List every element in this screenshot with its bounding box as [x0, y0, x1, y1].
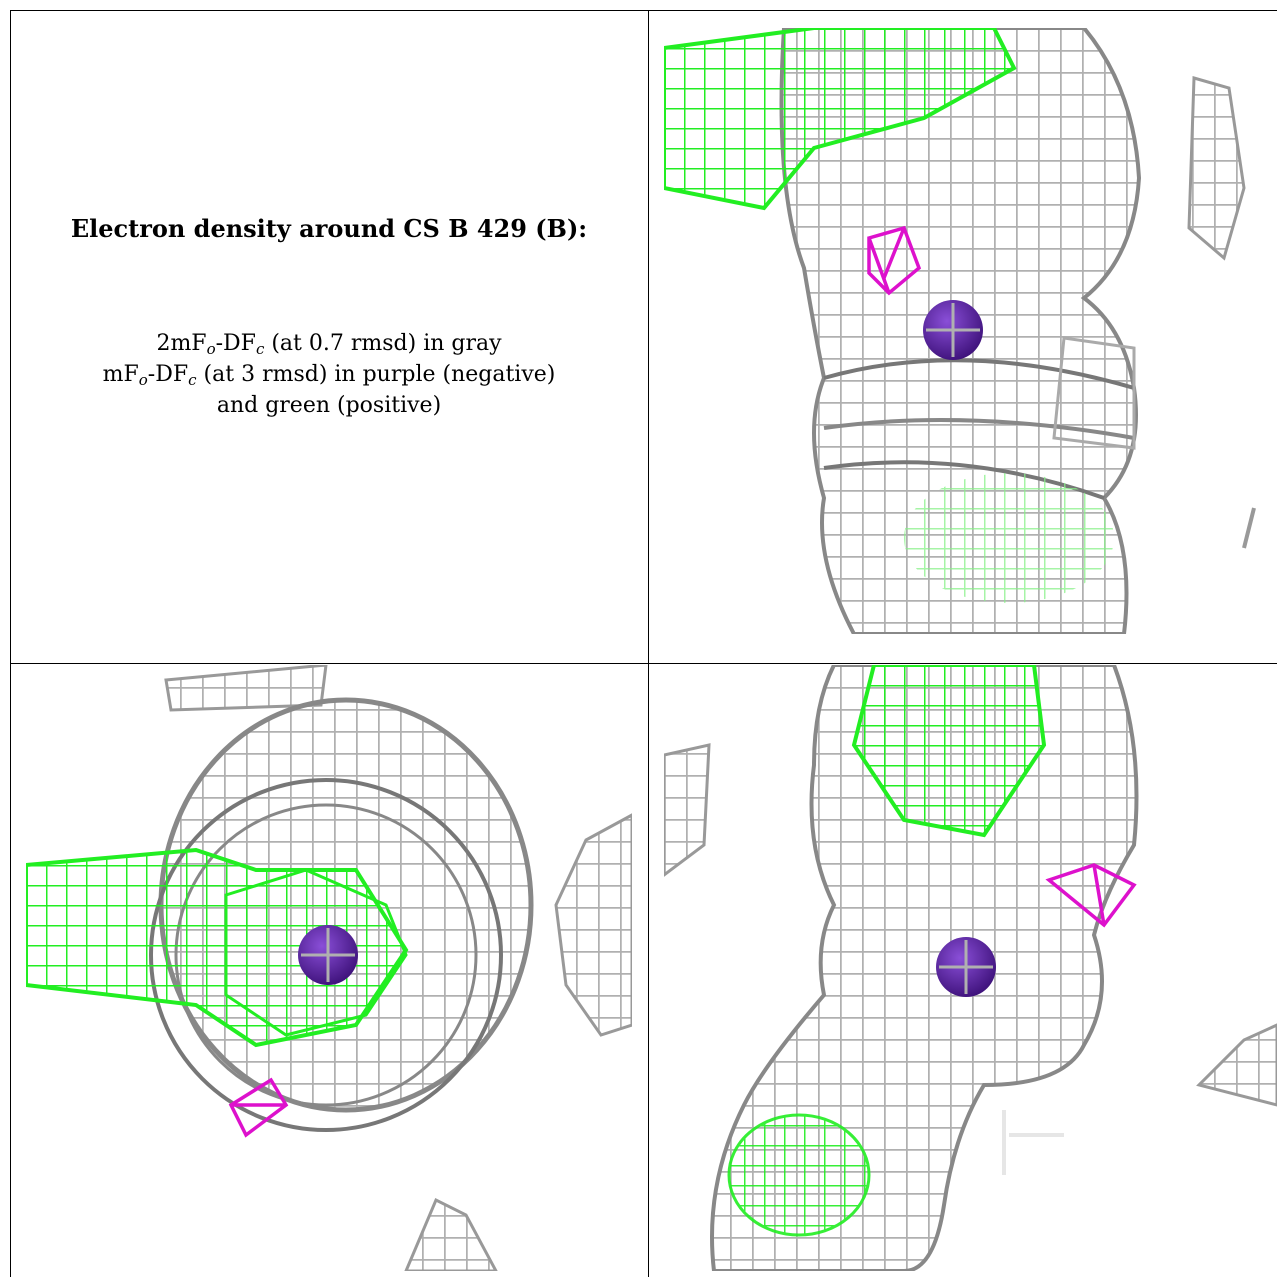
frame-middle	[648, 10, 649, 1277]
green-density-mesh	[664, 28, 1017, 211]
frame-row-divider	[10, 663, 1277, 664]
green-density-mesh	[851, 665, 1047, 838]
green-density-faint	[904, 473, 1114, 603]
gray-fragment-left	[664, 743, 711, 877]
legend-line-gray: 2mFo-DFc (at 0.7 rmsd) in gray	[156, 331, 502, 358]
frame-top	[10, 10, 1277, 11]
green-density-mesh	[26, 847, 409, 1048]
gray-fragment-right	[1187, 76, 1246, 261]
density-view-bottom-left	[26, 665, 632, 1271]
gray-fragment-right	[554, 813, 632, 1037]
density-view-top-right	[664, 28, 1277, 634]
legend-line-difference: mFo-DFc (at 3 rmsd) in purple (negative)	[102, 362, 556, 389]
green-density-bottom	[727, 1113, 871, 1237]
mesh-render	[664, 28, 1256, 634]
legend-line-positive: and green (positive)	[216, 393, 442, 418]
mesh-render	[664, 665, 1277, 1271]
caption-cell: Electron density around CS B 429 (B): 2m…	[10, 10, 648, 663]
magenta-density-mesh	[1045, 863, 1137, 928]
magenta-density-mesh	[867, 225, 922, 296]
gray-fragment-right	[1196, 1023, 1277, 1107]
magenta-density-mesh	[228, 1077, 289, 1138]
mesh-render	[26, 665, 632, 1271]
caption-legend: 2mFo-DFc (at 0.7 rmsd) in gray mFo-DFc (…	[10, 328, 648, 421]
caption-title: Electron density around CS B 429 (B):	[70, 214, 588, 243]
gray-fragment-bottom	[404, 1197, 498, 1271]
frame-left	[10, 10, 11, 1277]
gray-fragment-top	[164, 665, 328, 712]
density-view-bottom-right	[664, 665, 1277, 1271]
